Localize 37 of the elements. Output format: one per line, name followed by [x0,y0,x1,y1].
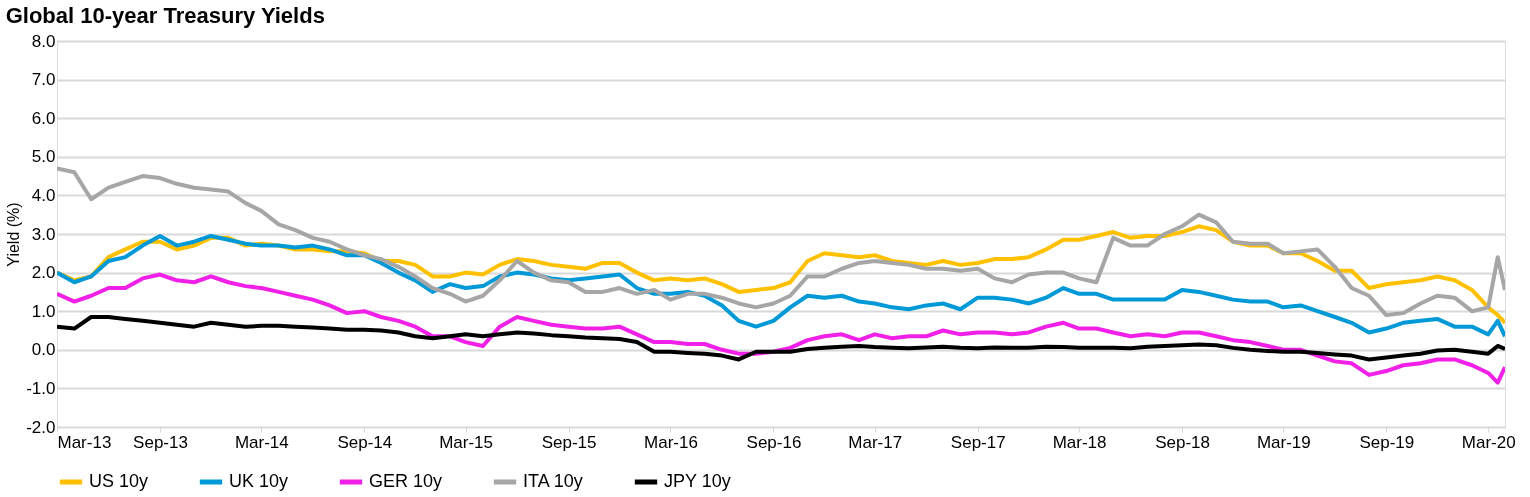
x-tick-label: Sep-19 [1359,432,1415,452]
x-tick-label: Mar-19 [1256,432,1311,452]
y-tick-label: -2.0 [26,417,56,437]
x-tick-label: Sep-14 [337,432,393,452]
x-tick-label: Sep-13 [133,432,188,452]
y-axis-title: Yield (%) [5,202,23,267]
line-series [57,272,1505,385]
y-tick-label: 7.0 [31,70,56,90]
y-tick-label: 1.0 [31,301,56,321]
x-tick-label: Mar-16 [644,432,698,452]
legend-label: JPY 10y [664,471,731,491]
y-tick-label: 0.0 [31,340,56,360]
y-tick-label: 2.0 [31,263,56,283]
y-tick-label: -1.0 [26,378,56,398]
y-tick-label: 8.0 [31,31,56,51]
y-tick-label: 6.0 [31,108,56,128]
line-series [57,314,1505,362]
legend-label: ITA 10y [523,471,583,491]
legend-label: UK 10y [229,471,289,491]
line-series [57,166,1505,318]
x-tick-label: Sep-18 [1155,432,1210,452]
legend-label: GER 10y [369,471,443,491]
x-tick-label: Mar-13 [57,432,112,452]
chart-title: Global 10-year Treasury Yields [5,3,325,28]
x-tick-label: Mar-15 [439,432,494,452]
x-tick-label: Mar-18 [1052,432,1107,452]
y-tick-label: 4.0 [31,185,56,205]
x-tick-label: Sep-15 [541,432,597,452]
x-tick-label: Sep-17 [950,432,1006,452]
x-tick-label: Mar-20 [1461,432,1516,452]
y-tick-label: 5.0 [31,147,56,167]
legend-label: US 10y [89,471,149,491]
x-tick-label: Mar-17 [848,432,903,452]
x-tick-label: Mar-14 [234,432,289,452]
y-tick-label: 3.0 [31,224,56,244]
x-tick-label: Sep-16 [746,432,802,452]
line-series [57,233,1505,339]
